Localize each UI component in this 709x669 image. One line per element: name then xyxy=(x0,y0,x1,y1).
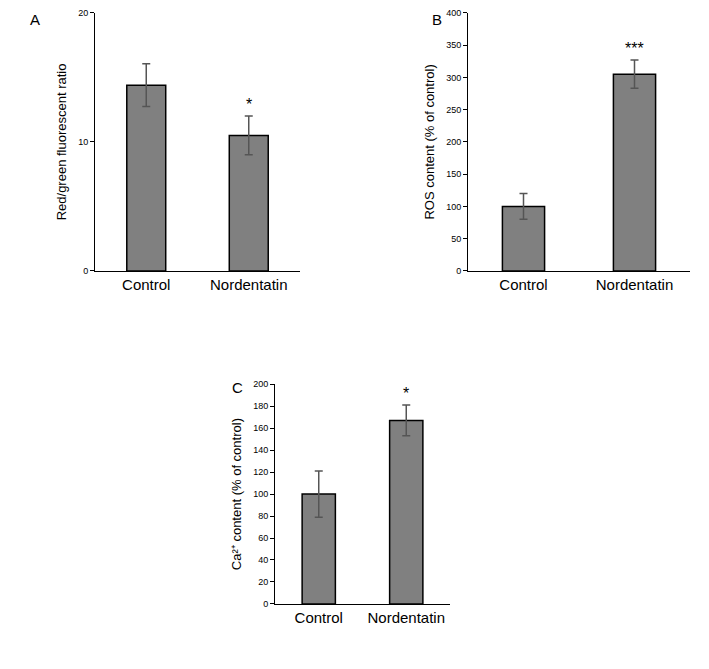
svg-text:Nordentatin: Nordentatin xyxy=(367,609,445,626)
svg-text:250: 250 xyxy=(446,105,461,115)
svg-text:0: 0 xyxy=(83,266,88,276)
svg-text:10: 10 xyxy=(78,137,88,147)
svg-text:***: *** xyxy=(625,40,644,57)
svg-text:20: 20 xyxy=(258,577,268,587)
svg-text:Red/green fluorescent ratio: Red/green fluorescent ratio xyxy=(54,64,69,221)
svg-text:40: 40 xyxy=(258,555,268,565)
svg-text:300: 300 xyxy=(446,73,461,83)
svg-text:A: A xyxy=(30,11,40,28)
svg-text:400: 400 xyxy=(446,8,461,18)
svg-text:*: * xyxy=(246,96,252,113)
svg-text:350: 350 xyxy=(446,40,461,50)
svg-text:Ca²⁺ content (% of control): Ca²⁺ content (% of control) xyxy=(229,418,244,570)
svg-text:150: 150 xyxy=(446,169,461,179)
svg-text:Nordentatin: Nordentatin xyxy=(596,276,674,293)
svg-text:100: 100 xyxy=(253,489,268,499)
svg-text:20: 20 xyxy=(78,8,88,18)
svg-text:ROS content (% of control): ROS content (% of control) xyxy=(422,64,437,219)
svg-text:60: 60 xyxy=(258,533,268,543)
svg-text:Control: Control xyxy=(295,609,343,626)
svg-text:140: 140 xyxy=(253,445,268,455)
svg-text:200: 200 xyxy=(253,379,268,389)
svg-text:80: 80 xyxy=(258,511,268,521)
svg-text:180: 180 xyxy=(253,401,268,411)
svg-text:160: 160 xyxy=(253,423,268,433)
svg-text:Control: Control xyxy=(122,276,170,293)
svg-text:*: * xyxy=(403,385,409,402)
svg-text:B: B xyxy=(432,11,442,28)
svg-text:120: 120 xyxy=(253,467,268,477)
svg-text:0: 0 xyxy=(263,599,268,609)
svg-text:200: 200 xyxy=(446,137,461,147)
svg-text:C: C xyxy=(232,379,243,396)
svg-text:50: 50 xyxy=(451,234,461,244)
svg-text:Control: Control xyxy=(499,276,547,293)
svg-text:100: 100 xyxy=(446,202,461,212)
svg-text:Nordentatin: Nordentatin xyxy=(210,276,288,293)
svg-text:0: 0 xyxy=(456,266,461,276)
